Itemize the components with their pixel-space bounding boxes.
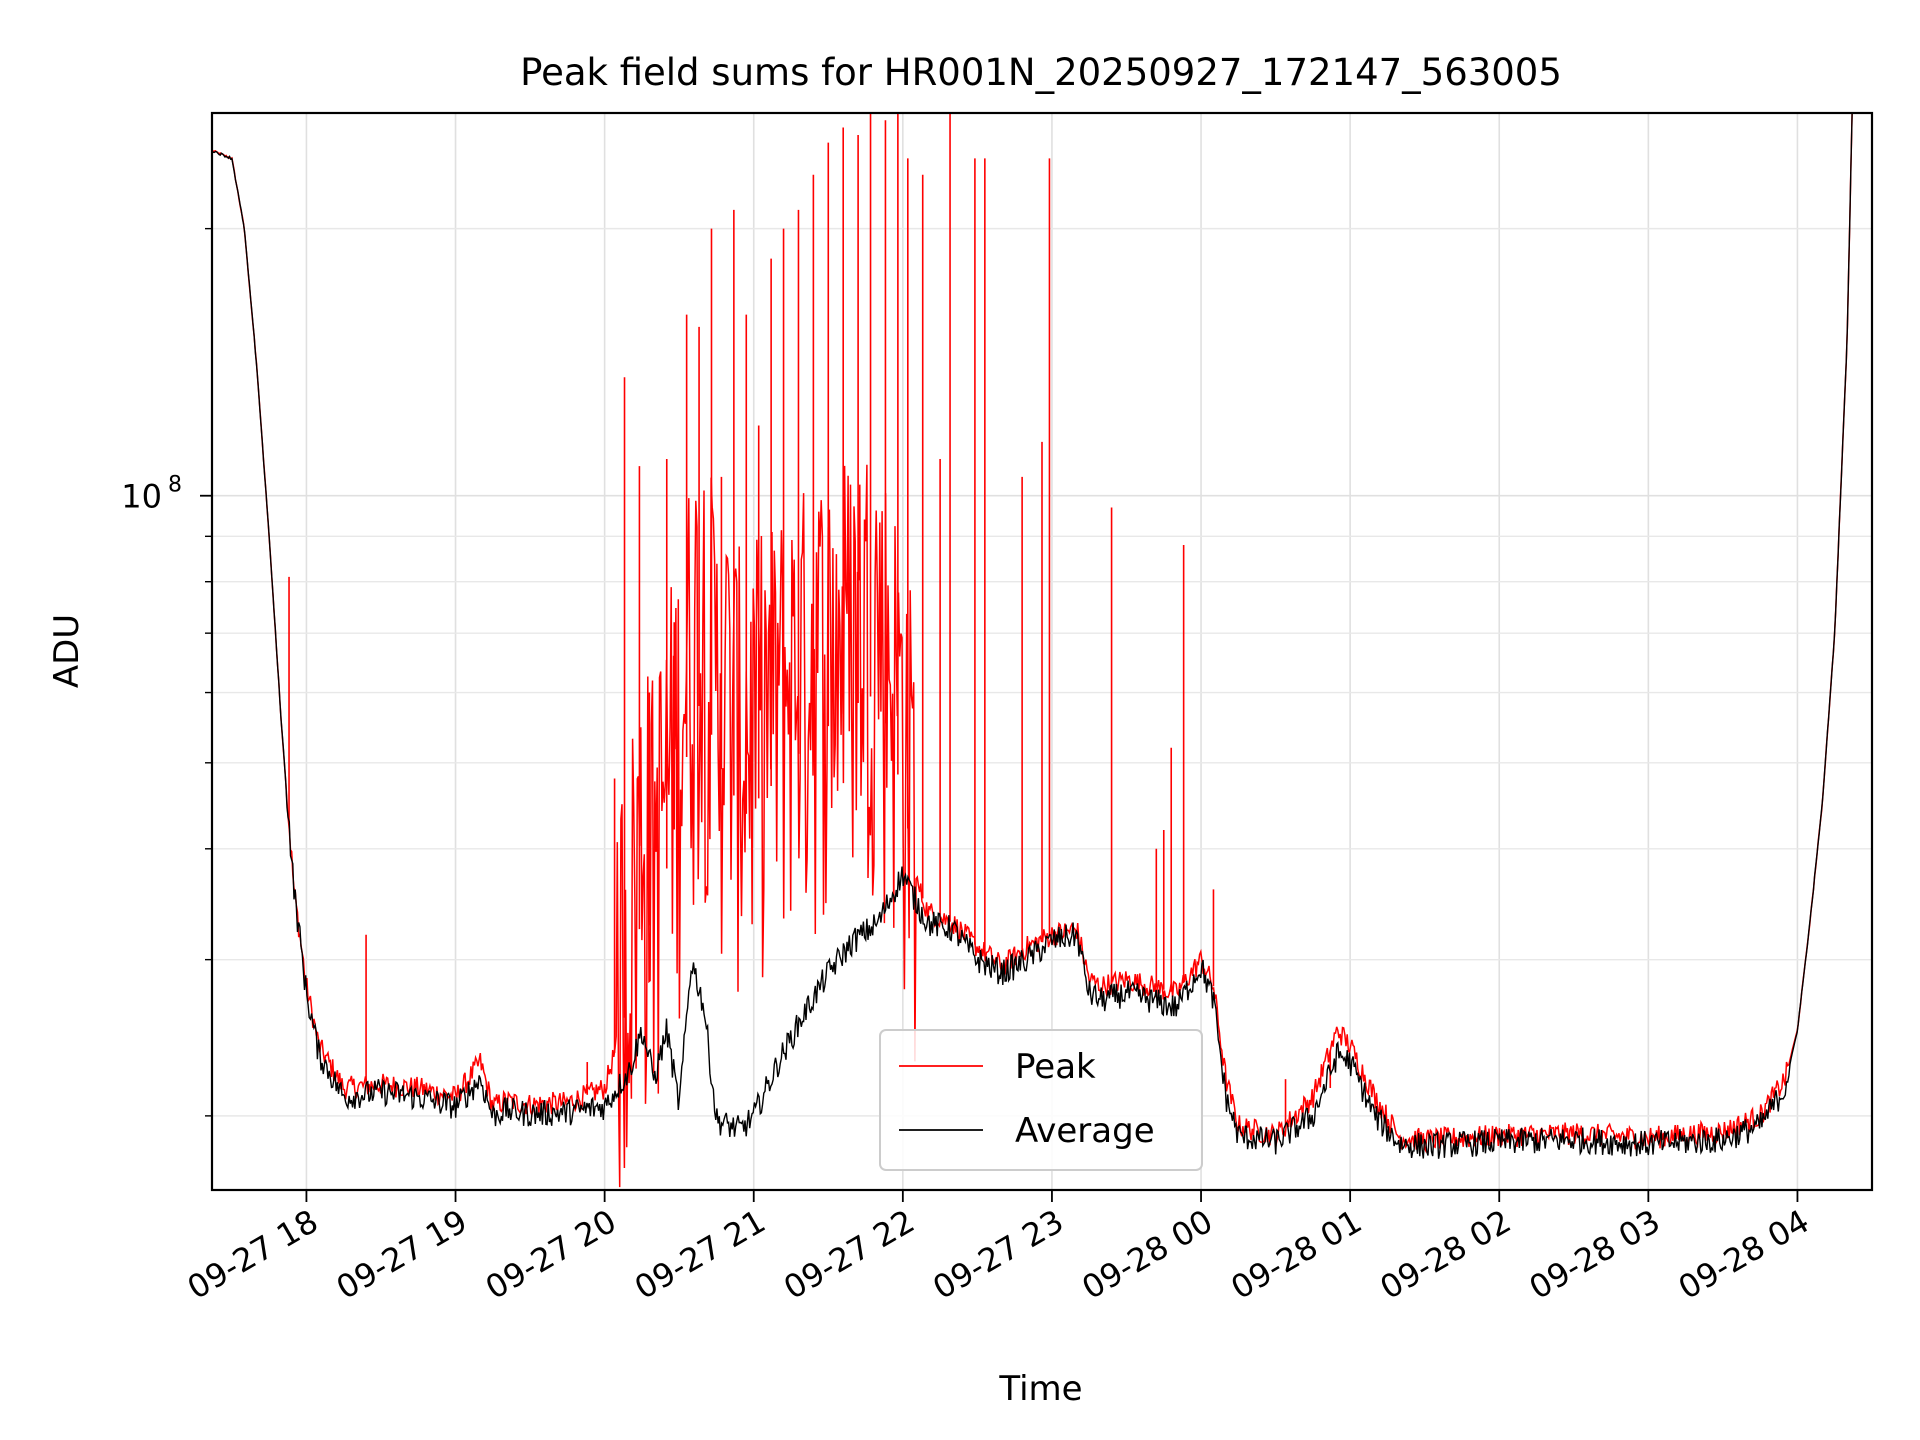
y-axis-label: ADU — [47, 614, 87, 688]
series-peak-line — [211, 112, 1853, 1188]
legend-label-average: Average — [1015, 1111, 1155, 1151]
legend-label-peak: Peak — [1015, 1047, 1096, 1087]
plot-series — [211, 112, 1853, 1188]
x-axis-label: Time — [998, 1369, 1082, 1409]
plot-frame — [210, 111, 1874, 1192]
chart-title: Peak field sums for HR001N_20250927_1721… — [520, 51, 1562, 94]
series-average-line — [211, 113, 1853, 1159]
legend-box — [879, 1029, 1203, 1171]
y-tick-label: 10 — [121, 478, 162, 516]
y-tick-exponent: 8 — [168, 473, 182, 498]
legend: Peak Average — [879, 1029, 1203, 1171]
